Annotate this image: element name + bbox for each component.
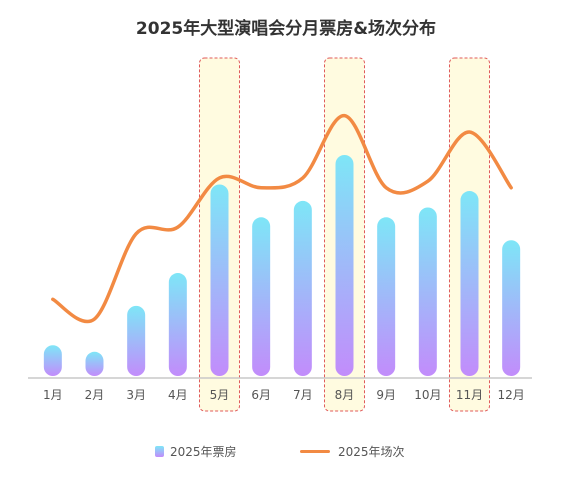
bar-8[interactable]	[335, 154, 354, 376]
bar-12[interactable]	[502, 240, 521, 376]
chart-title: 2025年大型演唱会分月票房&场次分布	[135, 19, 437, 39]
bar-7[interactable]	[293, 200, 312, 376]
bar-10[interactable]	[418, 207, 437, 376]
x-tick-label-12: 12月	[498, 388, 525, 402]
legend: 2025年票房 2025年场次	[0, 443, 572, 463]
legend-label-bar: 2025年票房	[170, 445, 237, 459]
bar-2[interactable]	[85, 351, 104, 376]
bar-6[interactable]	[252, 217, 271, 376]
legend-label-line: 2025年场次	[338, 445, 405, 459]
x-tick-label-4: 4月	[168, 388, 188, 402]
x-tick-label-10: 10月	[414, 388, 441, 402]
bar-1[interactable]	[43, 345, 62, 376]
x-tick-label-6: 6月	[251, 388, 271, 402]
x-tick-label-5: 5月	[210, 388, 230, 402]
bar-4[interactable]	[168, 273, 187, 376]
legend-item-bar[interactable]: 2025年票房	[155, 443, 237, 460]
legend-bar-swatch	[155, 446, 164, 457]
x-tick-label-11: 11月	[456, 388, 483, 402]
x-tick-label-9: 9月	[376, 388, 396, 402]
x-tick-label-7: 7月	[293, 388, 313, 402]
x-tick-label-1: 1月	[43, 388, 63, 402]
line-series[interactable]	[51, 113, 513, 324]
x-tick-label-2: 2月	[85, 388, 105, 402]
bar-5[interactable]	[210, 184, 229, 376]
bar-3[interactable]	[127, 305, 146, 376]
bar-9[interactable]	[377, 217, 396, 376]
legend-item-line[interactable]: 2025年场次	[300, 443, 405, 460]
legend-line-swatch	[300, 450, 330, 453]
chart-svg: 1月 2月 3月 4月 5月 6月 7月 8月 9月 10月 11月 12月	[28, 57, 532, 412]
bar-11[interactable]	[460, 191, 479, 376]
x-tick-label-3: 3月	[126, 388, 146, 402]
x-tick-label-8: 8月	[335, 388, 355, 402]
